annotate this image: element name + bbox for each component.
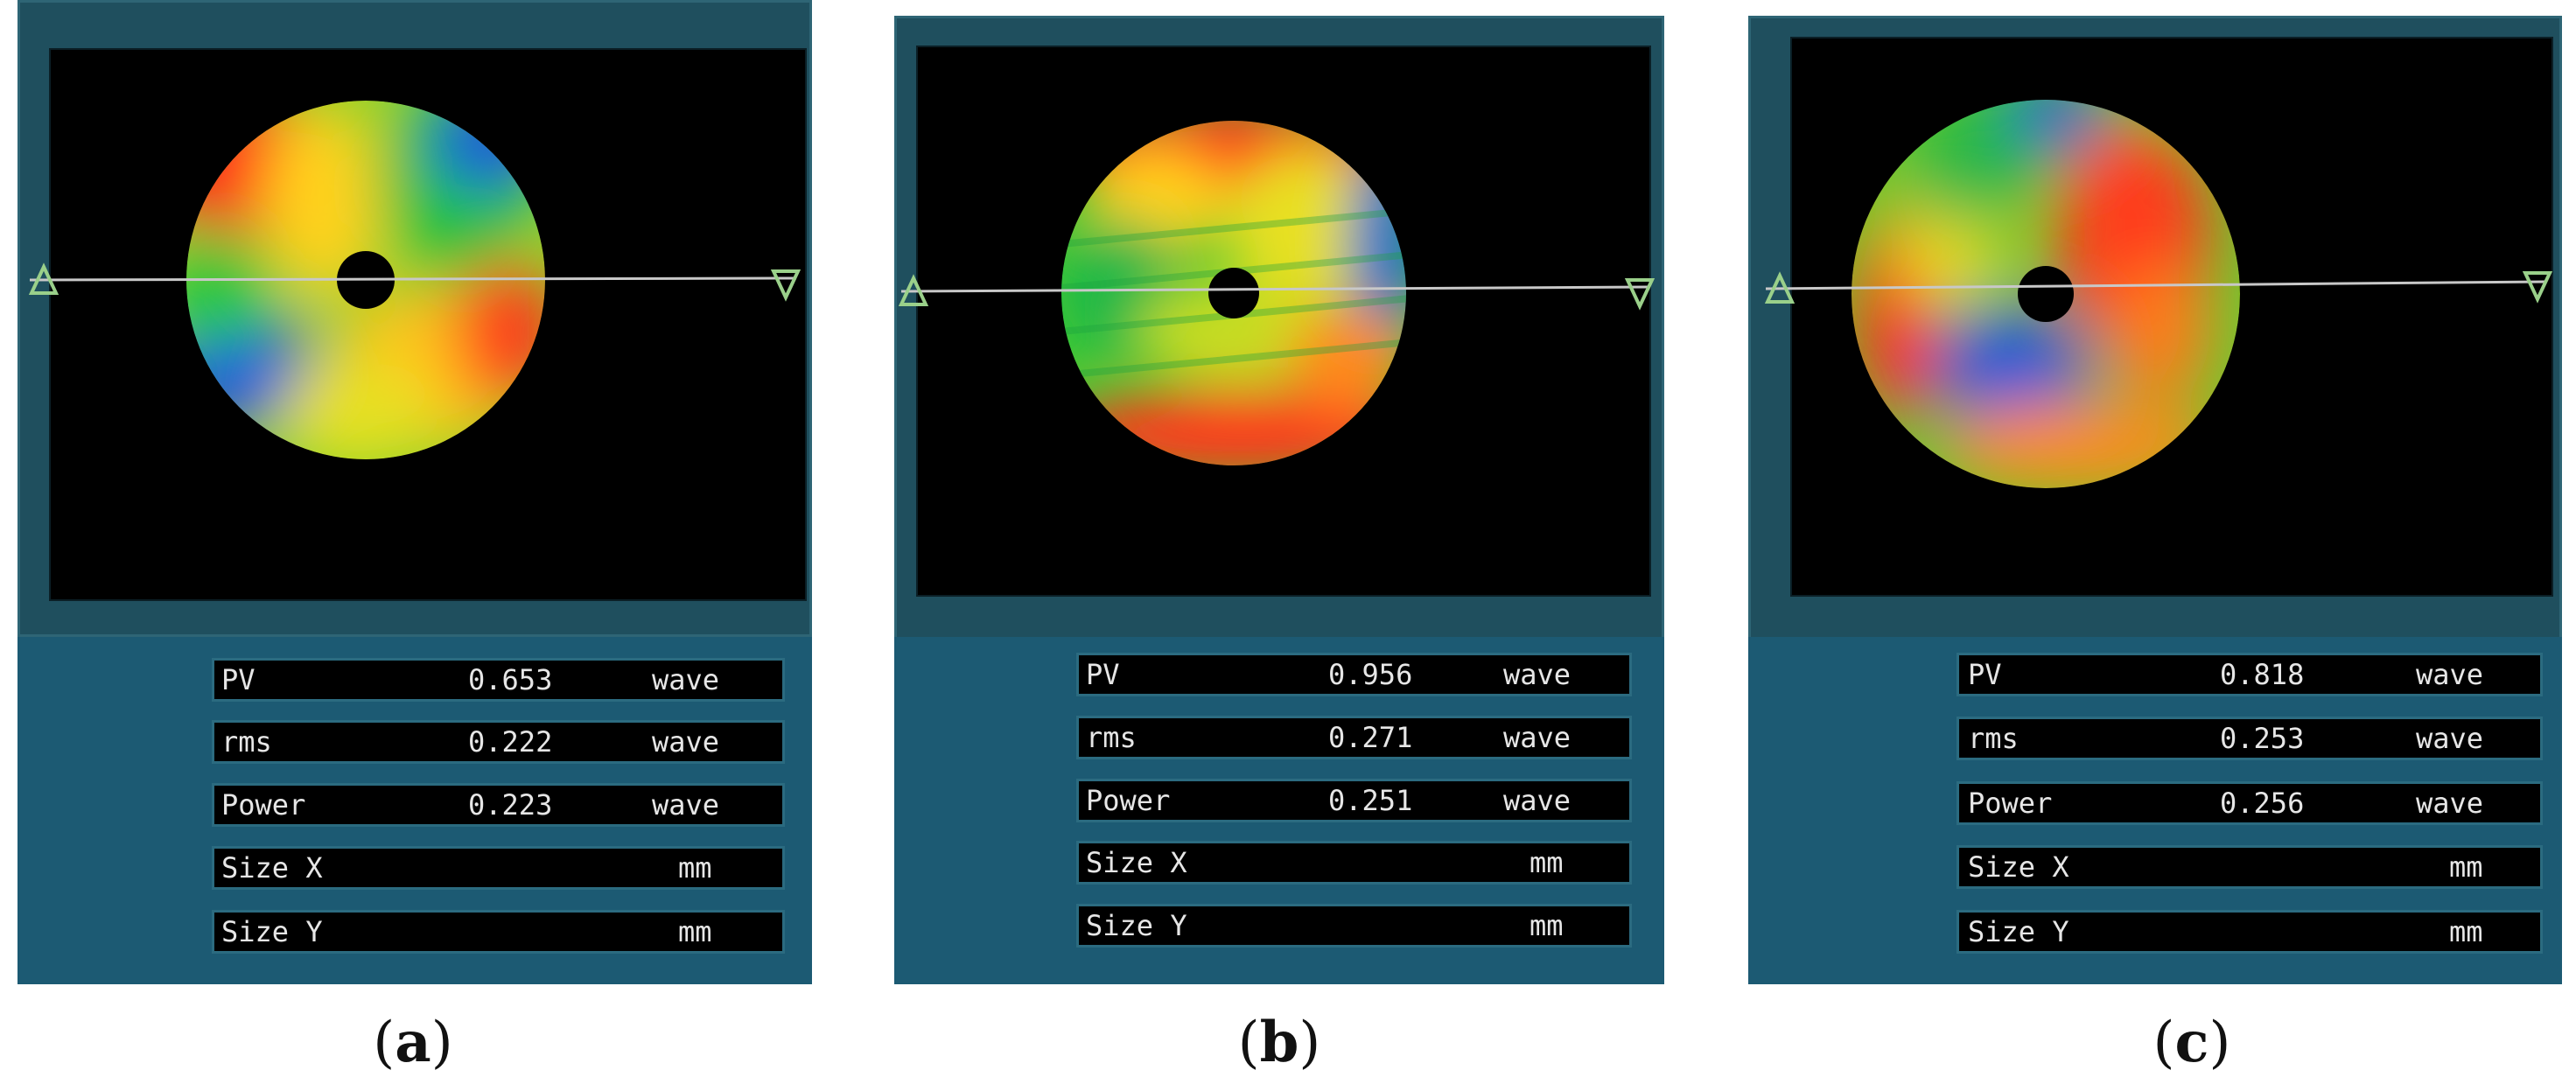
caption-open: ( [2152,1011,2175,1075]
surface-map-a [28,101,802,459]
size-x-row: Size X mm [1076,841,1632,885]
caption-close: ) [2208,1011,2231,1075]
pv-unit: wave [1503,658,1572,691]
power-value: 0.256 [2220,787,2305,820]
power-row: Power 0.223 wave [212,783,785,827]
rms-row: rms 0.222 wave [212,720,785,764]
size-x-row: Size X mm [1956,845,2543,889]
caption-letter: a [395,1010,431,1075]
panel-c: PV 0.818 wave rms 0.253 wave Power 0.256… [1748,0,2562,984]
rms-value: 0.253 [2220,722,2305,755]
size-y-label: Size Y [1086,909,1187,942]
size-x-row: Size X mm [212,846,785,890]
caption-a: (a) [326,1008,500,1078]
power-value: 0.223 [468,788,553,822]
surface-map-b [898,121,1656,465]
rms-row: rms 0.271 wave [1076,716,1632,759]
size-x-label: Size X [221,851,323,885]
rms-value: 0.222 [468,725,553,759]
rms-label: rms [1968,722,2019,755]
rms-label: rms [221,725,272,759]
rms-unit: wave [1503,721,1572,754]
caption-open: ( [373,1011,396,1075]
power-unit: wave [1503,784,1572,817]
pv-row: PV 0.956 wave [1076,653,1632,696]
rms-unit: wave [652,725,720,759]
power-unit: wave [2416,787,2484,820]
pv-row: PV 0.653 wave [212,658,785,702]
power-label: Power [221,788,306,822]
caption-c: (c) [2104,1008,2279,1078]
pv-value: 0.956 [1328,658,1413,691]
pv-label: PV [1086,658,1120,691]
size-y-row: Size Y mm [1956,910,2543,954]
power-row: Power 0.251 wave [1076,779,1632,822]
pv-label: PV [221,663,256,696]
panel-a: PV 0.653 wave rms 0.222 wave Power 0.223… [18,0,812,984]
size-x-unit: mm [1530,846,1564,879]
caption-open: ( [1237,1011,1260,1075]
size-x-unit: mm [2449,850,2483,884]
rms-label: rms [1086,721,1137,754]
rms-row: rms 0.253 wave [1956,717,2543,760]
power-label: Power [1968,787,2053,820]
pv-label: PV [1968,658,2002,691]
size-y-unit: mm [1530,909,1564,942]
size-y-unit: mm [678,915,712,948]
size-y-row: Size Y mm [212,910,785,954]
size-x-label: Size X [1086,846,1187,879]
power-label: Power [1086,784,1171,817]
caption-letter: c [2174,1010,2209,1075]
caption-close: ) [1298,1011,1321,1075]
pv-unit: wave [2416,658,2484,691]
surface-map-c [1764,100,2553,488]
size-y-label: Size Y [221,915,323,948]
size-x-label: Size X [1968,850,2069,884]
pv-unit: wave [652,663,720,696]
pv-value: 0.818 [2220,658,2305,691]
rms-unit: wave [2416,722,2484,755]
power-unit: wave [652,788,720,822]
size-y-row: Size Y mm [1076,904,1632,948]
pv-value: 0.653 [468,663,553,696]
size-y-unit: mm [2449,915,2483,948]
size-y-label: Size Y [1968,915,2069,948]
caption-letter: b [1259,1010,1299,1075]
size-x-unit: mm [678,851,712,885]
power-row: Power 0.256 wave [1956,781,2543,825]
rms-value: 0.271 [1328,721,1413,754]
panel-b: PV 0.956 wave rms 0.271 wave Power 0.251… [894,0,1664,984]
pv-row: PV 0.818 wave [1956,653,2543,696]
caption-close: ) [430,1011,453,1075]
power-value: 0.251 [1328,784,1413,817]
caption-b: (b) [1192,1008,1367,1078]
